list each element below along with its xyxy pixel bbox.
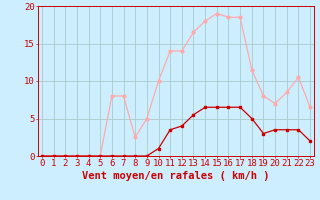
X-axis label: Vent moyen/en rafales ( km/h ): Vent moyen/en rafales ( km/h ) [82,171,270,181]
